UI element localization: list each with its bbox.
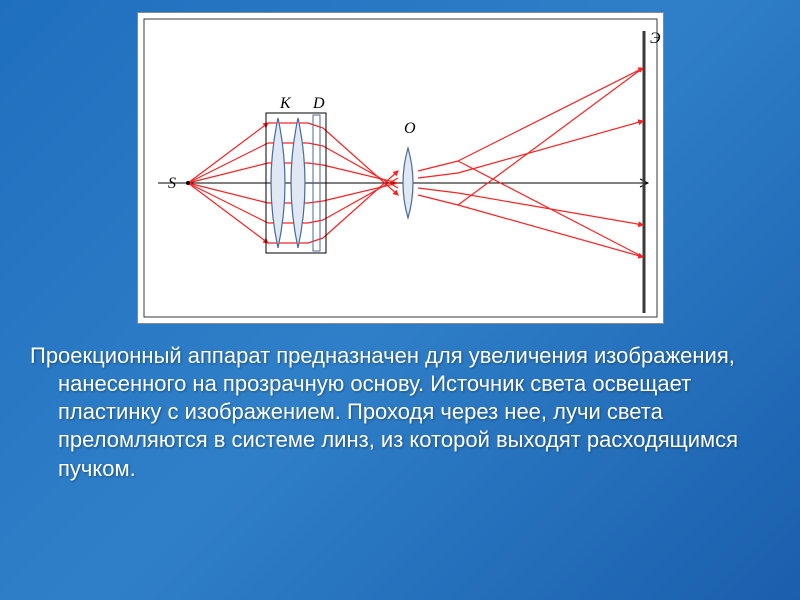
svg-text:K: K [279,95,292,112]
caption-text: Проекционный аппарат предназначен для ув… [30,342,770,483]
optical-diagram: Э S K D O [137,12,664,324]
svg-text:S: S [168,175,176,192]
svg-text:Э: Э [650,30,661,47]
svg-text:D: D [312,95,325,112]
svg-text:O: O [404,120,416,137]
slide: Э S K D O Проекционный аппарат предназначен … [0,0,800,600]
